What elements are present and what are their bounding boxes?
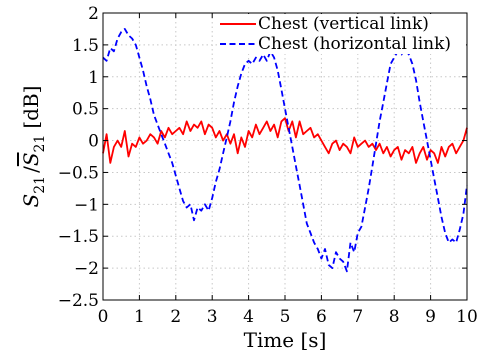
y-tick-label: 0.5 xyxy=(72,100,99,120)
legend-label-horizontal-link: Chest (horizontal link) xyxy=(258,34,451,54)
x-tick-label: 1 xyxy=(134,307,145,327)
x-tick-label: 6 xyxy=(316,307,327,327)
y-tick-label: −1.5 xyxy=(58,227,99,247)
x-tick-label: 2 xyxy=(170,307,181,327)
y-axis-slash: / xyxy=(19,166,43,173)
y-axis-title: S21/S21[dB] xyxy=(19,86,48,208)
y-tick-label: 1.5 xyxy=(72,36,99,56)
legend-label-vertical-link: Chest (vertical link) xyxy=(258,14,429,34)
y-axis-symbol: S xyxy=(19,194,43,208)
y-tick-label: −1 xyxy=(74,195,99,215)
x-tick-label: 4 xyxy=(243,307,254,327)
x-tick-label: 7 xyxy=(352,307,363,327)
y-axis-unit: [dB] xyxy=(19,86,43,129)
y-axis-label-text: S21/S21[dB] xyxy=(19,86,48,208)
y-tick-label: 0 xyxy=(88,132,99,152)
y-axis-symbol-mean: S xyxy=(19,152,43,166)
y-tick-label: −0.5 xyxy=(58,163,99,183)
tick-layer xyxy=(102,12,468,301)
x-tick-label: 5 xyxy=(280,307,291,327)
y-axis-subscript: 21 xyxy=(32,176,48,194)
legend: Chest (vertical link) Chest (horizontal … xyxy=(218,14,466,54)
x-tick-label: 9 xyxy=(425,307,436,327)
y-tick-label: −2 xyxy=(74,259,99,279)
y-tick-label: 2 xyxy=(88,4,99,24)
x-tick-label: 10 xyxy=(456,307,478,327)
x-tick-label: 0 xyxy=(98,307,109,327)
series-line-vertical-link xyxy=(102,117,468,164)
grid-layer xyxy=(103,13,467,300)
label-layer: 0 1 2 3 4 5 6 7 8 9 10 −2.5 −2 −1.5 −1 −0.5 0 0.5 1 1.5 2 xyxy=(58,4,478,327)
x-tick-label: 3 xyxy=(207,307,218,327)
y-tick-label: −2.5 xyxy=(58,291,99,311)
x-tick-label: 8 xyxy=(389,307,400,327)
x-axis-title: Time [s] xyxy=(244,328,327,352)
y-tick-label: 1 xyxy=(88,68,99,88)
legend-background xyxy=(218,14,466,54)
y-axis-subscript-mean: 21 xyxy=(32,135,48,153)
